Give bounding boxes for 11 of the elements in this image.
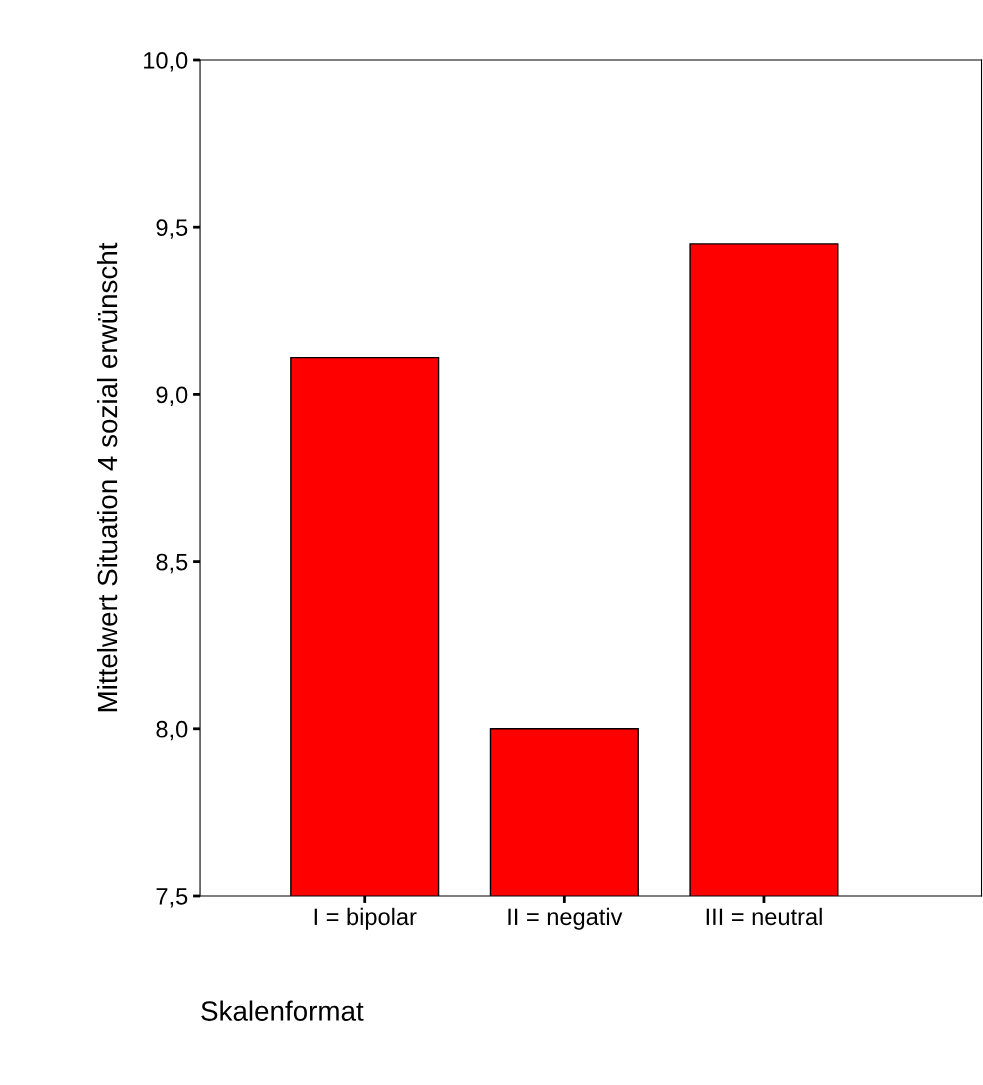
y-tick-label: 10,0 bbox=[144, 52, 188, 72]
y-tick-label: 8,5 bbox=[156, 553, 188, 574]
x-tick-label: I = bipolar bbox=[314, 907, 417, 930]
x-tick-label: II = negativ bbox=[508, 907, 623, 930]
y-axis-title: Mittelwert Situation 4 sozial erwünscht bbox=[96, 242, 118, 712]
y-tick-label: 9,0 bbox=[156, 386, 188, 406]
y-tick-label: 7,5 bbox=[156, 888, 188, 908]
x-axis-title: Skalenformat bbox=[201, 1000, 364, 1021]
y-tick-label: 8,0 bbox=[156, 720, 188, 741]
x-tick-label: III = neutral bbox=[706, 907, 822, 926]
y-tick-label: 9,5 bbox=[156, 219, 188, 239]
